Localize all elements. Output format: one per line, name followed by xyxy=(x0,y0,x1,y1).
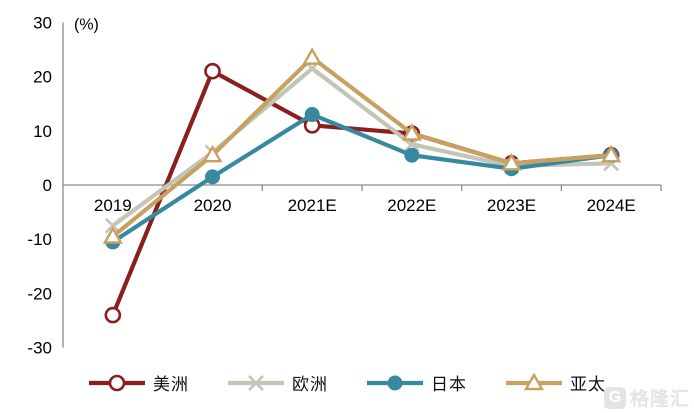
x-axis-tick-label: 2019 xyxy=(94,196,132,215)
watermark-logo-icon: G xyxy=(603,386,626,409)
legend-marker-icon xyxy=(367,375,423,390)
chart-legend: 美洲 欧洲 日本 亚太 xyxy=(0,370,694,395)
legend-marker-icon xyxy=(228,374,284,391)
legend-label: 欧洲 xyxy=(292,375,328,394)
y-axis-unit-label: (%) xyxy=(74,16,99,33)
legend-label: 日本 xyxy=(431,375,467,394)
y-axis-tick-label: -20 xyxy=(27,284,52,303)
legend-marker-icon xyxy=(89,374,145,391)
y-axis-tick-label: 10 xyxy=(33,122,52,141)
y-axis-tick-label: -30 xyxy=(27,339,52,358)
x-axis-tick-label: 2022E xyxy=(387,196,436,215)
x-axis-tick-label: 2024E xyxy=(587,196,636,215)
series-亚太 xyxy=(102,47,622,244)
legend-item-2: 日本 xyxy=(366,370,467,395)
legend-item-1: 欧洲 xyxy=(227,370,328,395)
watermark-text: 格隆汇 xyxy=(629,389,690,410)
legend-label: 美洲 xyxy=(153,375,189,394)
y-axis-tick-label: -10 xyxy=(27,230,52,249)
y-axis-tick-label: 0 xyxy=(43,176,52,195)
legend-item-3: 亚太 xyxy=(505,370,606,395)
y-axis-tick-label: 20 xyxy=(33,68,52,87)
legend-label: 亚太 xyxy=(570,375,606,394)
x-axis-tick-label: 2021E xyxy=(288,196,337,215)
watermark: G 格隆汇 xyxy=(603,384,690,411)
y-axis-tick-label: 30 xyxy=(33,13,52,32)
series-美洲 xyxy=(104,62,620,324)
legend-item-0: 美洲 xyxy=(88,370,189,395)
line-chart-canvas: 30 20 10 0 -10 -20 -30 (%) 2019 2020 2021E 2022E 202… xyxy=(27,13,662,358)
x-axis-tick-label: 2020 xyxy=(194,196,232,215)
legend-marker-icon xyxy=(506,372,562,390)
x-axis-tick-label: 2023E xyxy=(487,196,536,215)
